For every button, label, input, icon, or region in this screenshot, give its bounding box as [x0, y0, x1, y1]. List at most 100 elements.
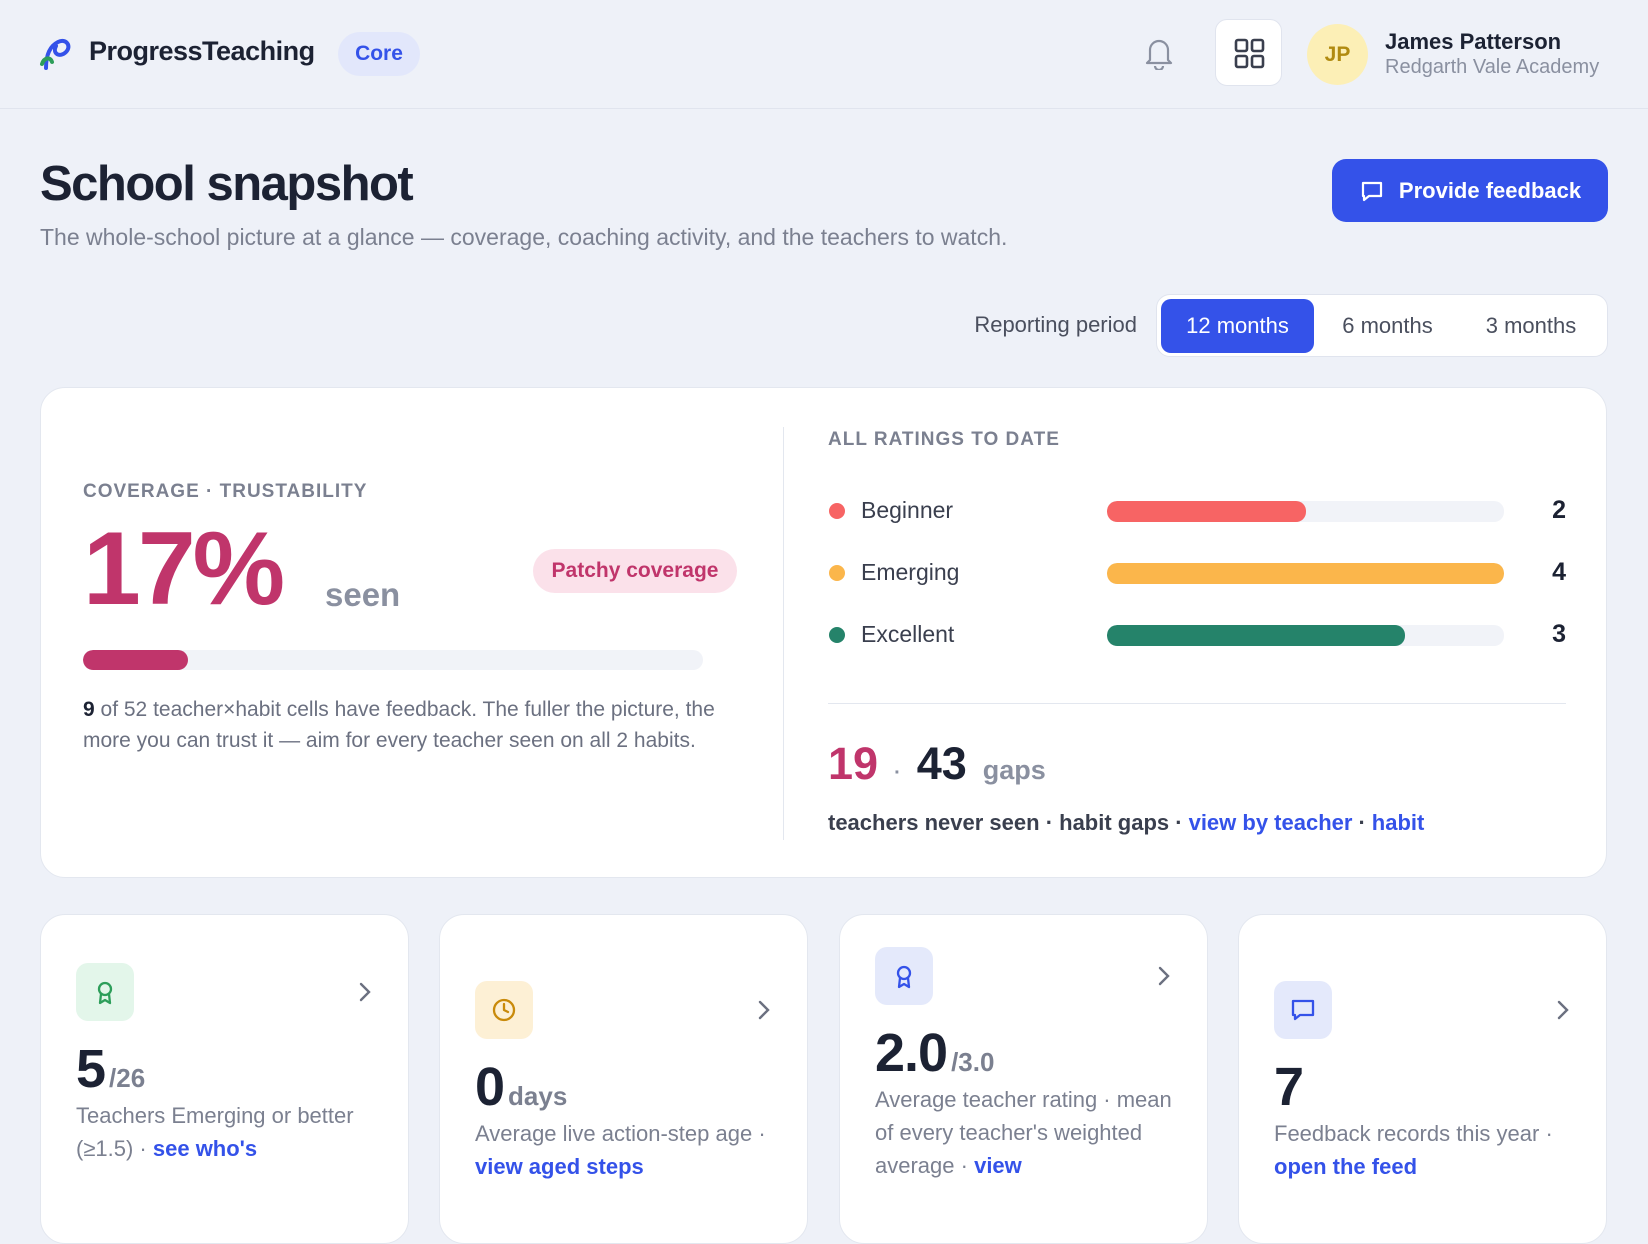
rating-name: Beginner — [861, 497, 954, 523]
coverage-track — [83, 650, 703, 670]
ratings-eyebrow: ALL RATINGS TO DATE — [828, 429, 1060, 450]
card-value: 2.0/3.0 — [875, 1022, 994, 1084]
unit: /26 — [109, 1063, 146, 1093]
card-description: Average live action-step age · view aged… — [475, 1117, 775, 1183]
gaps-label: gaps — [982, 755, 1046, 785]
rating-value: 3 — [1552, 620, 1566, 648]
rating-name: Emerging — [861, 559, 960, 585]
apps-button[interactable] — [1215, 19, 1282, 86]
icon — [1291, 999, 1315, 1021]
description: Teachers Emerging or better (≥1.5) · — [76, 1103, 354, 1161]
school-name: Redgarth Vale Academy — [1385, 56, 1600, 78]
top-bar: ProgressTeaching Core JP James Patterson… — [0, 0, 1648, 109]
icon — [492, 998, 516, 1022]
avatar[interactable]: JP — [1307, 24, 1368, 85]
value: 2.0 — [875, 1023, 948, 1083]
card-value: 5/26 — [76, 1038, 145, 1100]
period-switch: 12 months 6 months 3 months — [1156, 294, 1608, 357]
apps-icon — [1234, 38, 1265, 69]
stat-card[interactable]: 5/26 Teachers Emerging or better (≥1.5) ·… — [40, 914, 409, 1244]
logo — [40, 39, 71, 70]
covered-count: 9 — [83, 698, 95, 721]
description: Average teacher rating · mean of every t… — [875, 1087, 1172, 1178]
link[interactable]: open the feed — [1274, 1154, 1418, 1179]
separator: · — [1358, 810, 1366, 835]
coverage-badge: Patchy coverage — [533, 549, 737, 593]
card-icon — [875, 947, 933, 1005]
stat-card[interactable]: 2.0/3.0 Average teacher rating · mean of … — [839, 914, 1208, 1244]
feedback-button[interactable]: Provide feedback — [1332, 159, 1608, 222]
coverage-text: of 52 teacher×habit cells have feedback.… — [83, 698, 715, 752]
stat-card[interactable]: 7 Feedback records this year · open the f… — [1238, 914, 1607, 1244]
gap-caption: teachers never seen · habit gaps · view … — [828, 810, 1424, 836]
rating-dot — [829, 565, 845, 581]
card-icon — [76, 963, 134, 1021]
stat-card[interactable]: 0 days Average live action-step age · view… — [439, 914, 808, 1244]
link[interactable]: see who's — [152, 1136, 258, 1161]
description: Average live action-step age · — [475, 1121, 766, 1146]
bell-icon[interactable] — [1144, 36, 1174, 70]
chevron — [1158, 966, 1170, 991]
rating-track — [1107, 501, 1504, 522]
coverage-card: COVERAGE · TRUSTABILITY 17% seen Patchy … — [40, 387, 1607, 878]
period-label: Reporting period — [974, 312, 1137, 337]
feedback-label: Provide feedback — [1398, 177, 1582, 203]
period-option[interactable]: 12 months — [1161, 299, 1314, 353]
rating-bar — [1107, 501, 1306, 522]
rating-bar — [1107, 563, 1504, 584]
page-title: School snapshot — [40, 157, 414, 211]
brand: ProgressTeaching — [89, 36, 315, 66]
chevron-icon — [359, 982, 371, 1002]
chevron — [758, 1000, 770, 1025]
card-description: Average teacher rating · mean of every t… — [875, 1083, 1175, 1182]
divider — [828, 703, 1566, 704]
period-option[interactable]: 3 months — [1485, 313, 1577, 338]
value: 0 — [475, 1057, 505, 1117]
chevron — [359, 982, 371, 1007]
link[interactable]: view aged steps — [475, 1154, 644, 1179]
never-seen-count: 19 — [828, 738, 879, 789]
rating-value: 2 — [1552, 496, 1566, 524]
rating-name: Excellent — [861, 621, 955, 647]
rating-value: 4 — [1552, 558, 1566, 586]
chevron-icon — [1557, 1000, 1569, 1020]
chevron-icon — [1158, 966, 1170, 986]
value: 5 — [76, 1039, 106, 1099]
card-description: Teachers Emerging or better (≥1.5) · see… — [76, 1099, 376, 1165]
habit-gaps-count: 43 — [916, 738, 967, 789]
value: 7 — [1274, 1057, 1304, 1117]
chevron — [1557, 1000, 1569, 1025]
link[interactable]: habit — [1371, 810, 1425, 835]
unit: /3.0 — [951, 1047, 995, 1077]
rating-dot — [829, 503, 845, 519]
rating-track — [1107, 563, 1504, 584]
plan-badge: Core — [338, 32, 420, 76]
coverage-eyebrow: COVERAGE · TRUSTABILITY — [83, 481, 368, 502]
user-name: James Patterson — [1385, 29, 1562, 54]
chevron-icon — [758, 1000, 770, 1020]
description: Feedback records this year · — [1274, 1121, 1553, 1146]
card-icon — [1274, 981, 1332, 1039]
unit: days — [508, 1081, 568, 1111]
icon — [896, 965, 912, 989]
separator: · — [894, 762, 901, 784]
card-description: Feedback records this year · open the fe… — [1274, 1117, 1574, 1183]
card-icon — [475, 981, 533, 1039]
coverage-bar — [83, 650, 189, 670]
link[interactable]: view by teacher — [1188, 810, 1353, 835]
caption-text: teachers never seen · habit gaps · — [828, 810, 1183, 835]
divider — [783, 427, 784, 840]
rating-bar — [1107, 625, 1405, 646]
period-option[interactable]: 6 months — [1342, 313, 1433, 338]
page-subtitle: The whole-school picture at a glance — c… — [40, 224, 1008, 250]
coverage-description: 9 of 52 teacher×habit cells have feedbac… — [83, 694, 723, 756]
coverage-percent: 17% — [83, 511, 285, 627]
chat-icon — [1361, 181, 1383, 201]
icon — [97, 981, 113, 1005]
link[interactable]: view — [974, 1153, 1022, 1178]
rating-dot — [829, 627, 845, 643]
rating-track — [1107, 625, 1504, 646]
card-value: 0 days — [475, 1056, 567, 1118]
seen-label: seen — [325, 576, 401, 613]
